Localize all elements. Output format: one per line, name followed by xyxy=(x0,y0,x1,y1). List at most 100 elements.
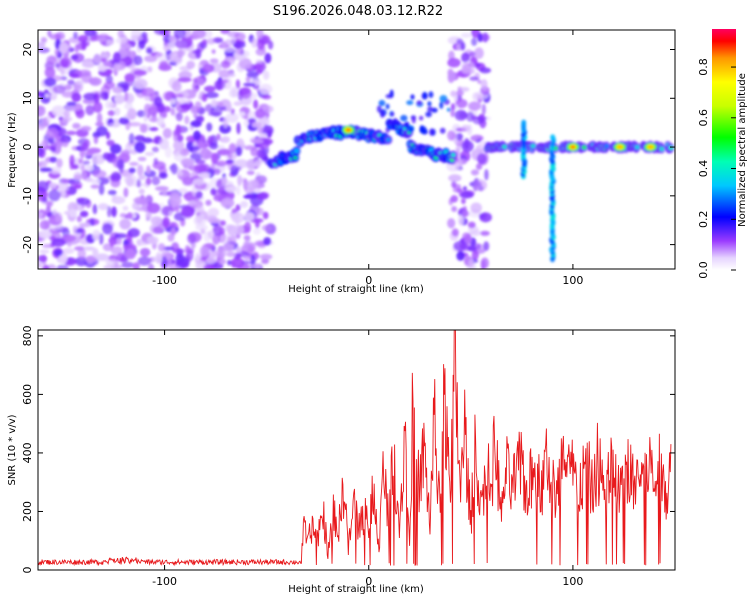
x-tick-label: 100 xyxy=(562,575,583,588)
spectrogram-cell xyxy=(110,174,116,182)
spectrogram-cell xyxy=(207,111,222,117)
spectrogram-cell xyxy=(138,188,145,195)
spectrogram-cell xyxy=(39,190,49,199)
spectrogram-cell xyxy=(190,145,201,151)
spectrogram-cell xyxy=(109,143,122,154)
spectrogram-cell xyxy=(163,44,170,52)
spectrogram-cell xyxy=(439,127,446,134)
spectrogram-cell xyxy=(192,178,206,185)
spectrogram-cell xyxy=(162,127,172,139)
spectrogram-cell xyxy=(431,107,438,113)
spectrogram-cell xyxy=(91,153,105,165)
spectrogram-cell xyxy=(61,118,70,124)
spectrogram-cell xyxy=(184,244,191,254)
spectrogram-cell xyxy=(83,246,96,251)
spectrogram-cell xyxy=(450,90,457,97)
spectrogram-cell xyxy=(263,237,272,246)
spectrogram-cell xyxy=(73,31,78,39)
spectrogram-cell xyxy=(455,146,462,152)
spectrogram-cell xyxy=(246,71,259,78)
spectrogram-cell xyxy=(124,73,136,82)
spectrogram-cell xyxy=(48,182,58,189)
spectrogram-cell xyxy=(205,256,217,265)
spectrogram-cell xyxy=(143,111,148,123)
snr-xlabel: Height of straight line (km) xyxy=(288,584,424,595)
spectrogram-cell xyxy=(93,53,102,65)
spectrogram-cell xyxy=(62,247,75,255)
spectrogram-cell xyxy=(243,235,251,241)
x-tick-label: 100 xyxy=(562,274,583,287)
spectrogram-cell xyxy=(175,257,190,268)
spectrogram-cell xyxy=(178,70,192,80)
spectrogram-cell xyxy=(408,126,415,133)
spectrogram-cell xyxy=(215,160,228,167)
spectrogram-cell xyxy=(148,126,159,132)
spectrogram-cell xyxy=(259,83,273,95)
spectrogram-cell xyxy=(239,87,252,100)
spectrogram-cell xyxy=(462,210,470,217)
spectrogram-cell xyxy=(38,180,50,193)
spectrogram-cell xyxy=(454,109,468,121)
spectrogram-cell xyxy=(74,246,84,251)
spectrogram-cell xyxy=(38,261,43,269)
spectrogram-cell xyxy=(178,187,188,194)
spectrogram-cell xyxy=(38,47,50,54)
spectrogram-cell xyxy=(115,37,128,45)
spectrogram-cell xyxy=(194,163,208,175)
spectrogram-cell xyxy=(218,227,226,235)
spectrogram-cell xyxy=(453,240,468,252)
spectrogram-cell xyxy=(243,212,255,221)
spectrogram-cell xyxy=(245,76,251,83)
spectrogram-cell xyxy=(60,68,65,76)
spectrogram-cell xyxy=(38,211,43,218)
y-tick-label: 20 xyxy=(21,43,34,57)
spectrogram-cell xyxy=(184,115,190,125)
spectrogram-cell xyxy=(92,30,98,38)
spectrogram-cell xyxy=(84,30,96,37)
spectrogram-cell xyxy=(95,253,110,261)
spectrogram-cell xyxy=(477,79,482,84)
spectrogram-cell xyxy=(49,156,58,163)
spectrogram-cell xyxy=(89,179,101,184)
spectrogram-cell xyxy=(169,194,182,207)
spectrogram-cell xyxy=(128,161,139,166)
spectrogram-cell xyxy=(410,94,415,100)
spectrogram-cell xyxy=(261,258,269,265)
spectrogram-cell xyxy=(216,247,226,259)
spectrogram-cell xyxy=(235,204,241,212)
spectrogram-cell xyxy=(81,60,95,68)
spectrogram-cell xyxy=(403,121,410,129)
spectrogram-cell xyxy=(43,77,57,87)
spectrogram-cell xyxy=(253,227,261,235)
spectrogram-cell xyxy=(473,148,480,156)
spectrogram-cell xyxy=(439,94,448,103)
spectrogram-cell xyxy=(116,236,122,246)
spectrogram-cell xyxy=(164,146,172,159)
spectrogram-cell xyxy=(114,93,125,105)
spectrogram-cell xyxy=(457,214,464,226)
colorbar-tick-label: 0.8 xyxy=(697,58,710,76)
spectrogram-cell xyxy=(604,143,610,149)
spectrogram-cell xyxy=(177,134,184,142)
spectrogram-cell xyxy=(206,37,216,45)
spectrogram-cell xyxy=(251,263,261,269)
spectrogram-cell xyxy=(179,148,190,157)
spectrogram-cell xyxy=(218,79,229,84)
spectrogram-cell xyxy=(136,164,144,177)
spectrogram-cell xyxy=(82,170,87,181)
spectrogram-cell xyxy=(77,34,89,43)
spectrogram-cell xyxy=(96,112,103,125)
colorbar-ticks: 0.0 0.2 0.4 0.6 0.8 xyxy=(697,58,736,279)
spectrogram-cell xyxy=(147,263,155,269)
spectrogram-cell xyxy=(293,148,299,154)
spectrogram-cell xyxy=(113,51,121,64)
spectrogram-cell xyxy=(172,248,185,254)
spectrogram-cell xyxy=(150,216,163,226)
spectrogram-cell xyxy=(446,107,451,112)
spectrogram-cell xyxy=(222,73,236,78)
spectrogram-cell xyxy=(466,111,475,122)
spectrogram-cell xyxy=(151,176,161,186)
spectrogram-cell xyxy=(195,224,208,231)
spectrogram-cell xyxy=(89,218,95,226)
